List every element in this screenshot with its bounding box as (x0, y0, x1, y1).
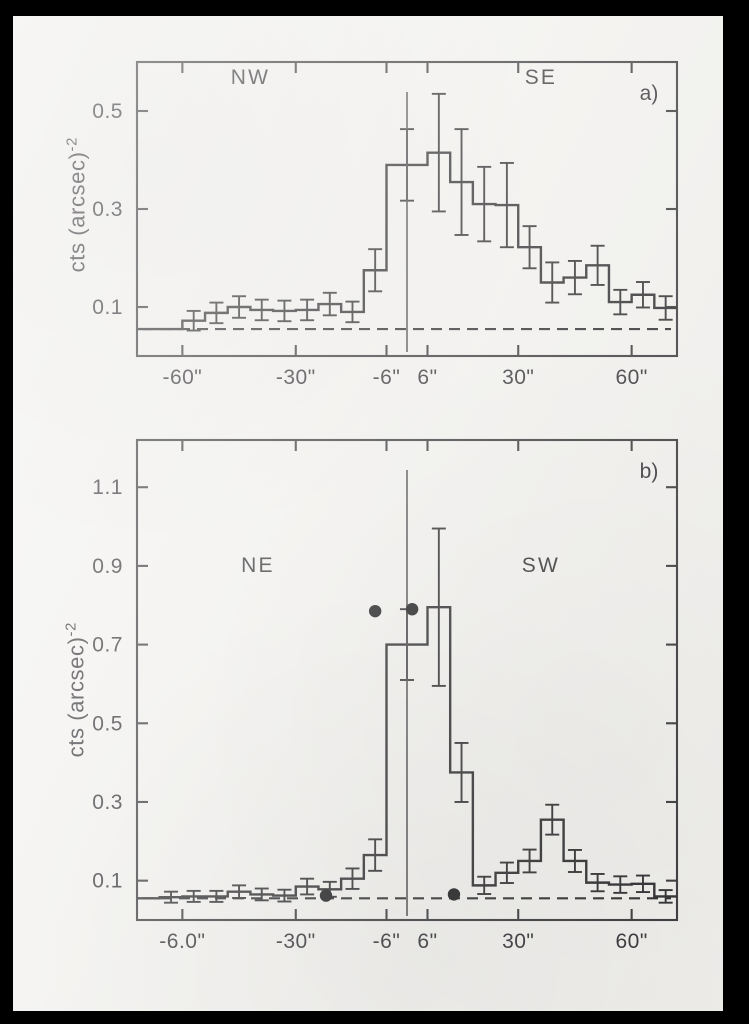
panel-b-data-point-3 (447, 888, 461, 901)
panel-b-error-bars (164, 527, 673, 904)
panel-b-yticklabel-4: 0.9 (92, 555, 123, 578)
panel-b-group: -6.0" -30" -6" 6" 30" 60" 0.1 0.3 0.5 0.7 0.9 1.1 NE… (92, 438, 679, 953)
chart-panel-b: -6.0" -30" -6" 6" 30" 60" 0.1 0.3 0.5 0.7 0.9 1.1 NE… (13, 416, 723, 986)
panel-a-annotation-1: SE (525, 66, 557, 89)
panel-a-yticklabel-1: 0.3 (92, 198, 123, 221)
panel-a-xticklabel-2: -6" (373, 366, 401, 389)
panel-a-yticklabel-0: 0.1 (92, 296, 123, 319)
panel-a-panel-letter: a) (640, 82, 659, 105)
panel-b-xticklabel-1: -30" (276, 930, 316, 953)
panel-b-yticklabel-2: 0.5 (92, 712, 123, 735)
panel-a-error-bars (186, 92, 673, 332)
panel-b-y-axis-title-text: cts (arcsec) (63, 636, 89, 758)
figure-page: -60" -30" -6" 6" 30" 60" 0.1 0.3 0.5 NW SE a) cts (… (13, 16, 723, 1011)
panel-b-plot: -6.0" -30" -6" 6" 30" 60" 0.1 0.3 0.5 0.7 0.9 1.1 NE… (92, 438, 679, 953)
panel-a-annotation-0: NW (231, 66, 270, 89)
panel-b-annotation-1: SW (522, 554, 560, 577)
panel-b-data-point-2 (319, 889, 333, 902)
panel-b-xticklabel-2: -6" (373, 930, 401, 953)
panel-b-yticklabel-3: 0.7 (92, 634, 123, 657)
panel-a-xticklabel-1: -30" (276, 366, 316, 389)
panel-a-yticklabel-2: 0.5 (92, 100, 123, 123)
panel-b-y-axis-title: cts (arcsec)-2 (62, 585, 89, 795)
panel-b-yticklabel-1: 0.3 (92, 791, 123, 814)
panel-b-xticklabel-4: 30" (502, 930, 534, 953)
panel-a-plot: -60" -30" -6" 6" 30" 60" 0.1 0.3 0.5 NW SE a) (92, 60, 679, 389)
panel-a-y-axis-title-exponent: -2 (63, 136, 81, 152)
panel-b-data-point-0 (368, 604, 382, 618)
panel-b-annotation-0: NE (241, 554, 275, 577)
panel-b-data-point-1 (405, 602, 419, 616)
panel-b-xticklabel-0: -6.0" (159, 930, 205, 953)
panel-a-xticklabel-3: 6" (417, 366, 437, 389)
panel-b-y-axis-title-exponent: -2 (62, 621, 80, 637)
panel-a-group: -60" -30" -6" 6" 30" 60" 0.1 0.3 0.5 NW SE a) (92, 60, 679, 389)
panel-b-yticklabel-5: 1.1 (92, 476, 123, 499)
panel-b-yticklabel-0: 0.1 (92, 870, 123, 893)
panel-b-panel-letter: b) (640, 460, 659, 483)
panel-a-xticklabel-5: 60" (615, 366, 647, 389)
panel-b-xticklabel-5: 60" (615, 930, 647, 953)
panel-a-xticklabel-0: -60" (162, 366, 202, 389)
panel-a-y-axis-title-text: cts (arcsec) (64, 151, 90, 273)
panel-b-xticklabel-3: 6" (417, 930, 437, 953)
panel-a-xticklabel-4: 30" (502, 366, 534, 389)
panel-a-y-axis-title: cts (arcsec)-2 (63, 105, 90, 305)
chart-panel-a: -60" -30" -6" 6" 30" 60" 0.1 0.3 0.5 NW SE a) (13, 16, 723, 416)
